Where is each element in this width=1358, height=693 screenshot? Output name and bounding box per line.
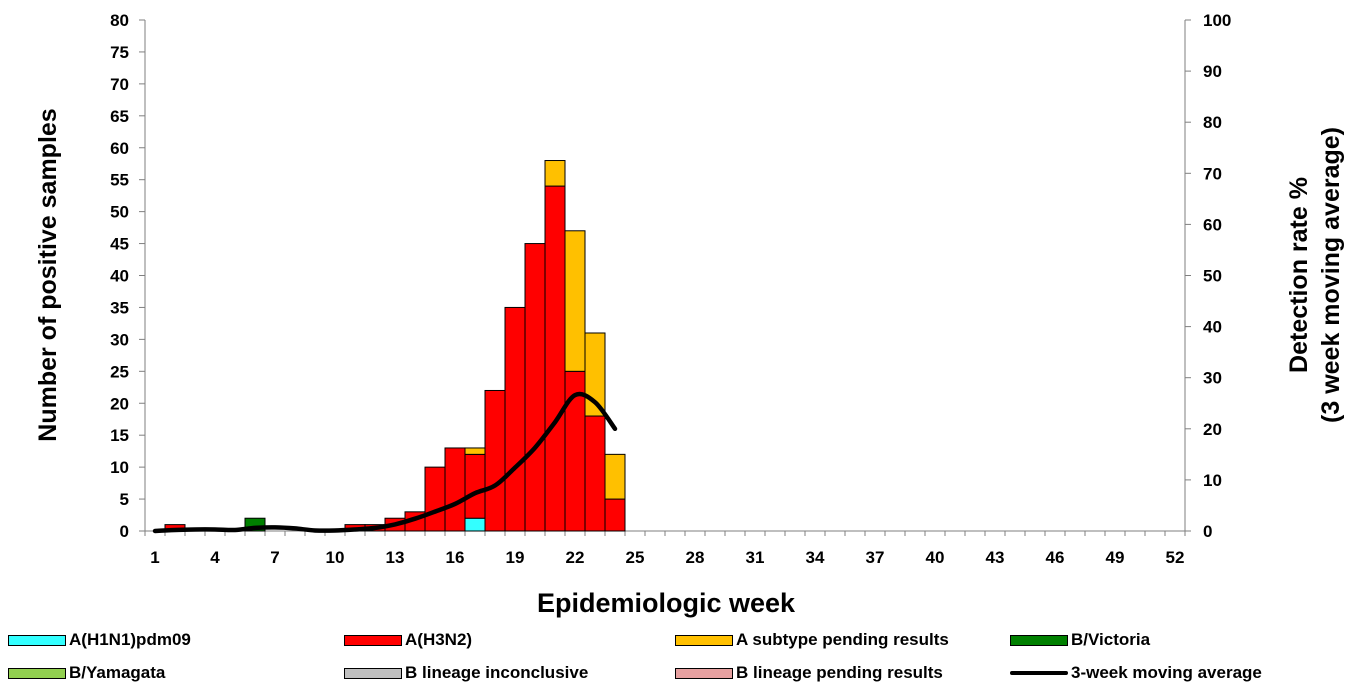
legend-label: B/Victoria — [1071, 630, 1151, 649]
y2-tick-label: 60 — [1203, 215, 1222, 234]
bar-segment — [564, 230, 586, 372]
bar-segment — [464, 453, 486, 519]
y-tick-label: 70 — [110, 75, 129, 94]
bar-segment — [504, 306, 526, 532]
bar-segment — [444, 447, 466, 532]
y-tick-label: 80 — [110, 11, 129, 30]
x-tick-label: 1 — [150, 548, 159, 567]
y-tick-label: 15 — [110, 426, 129, 445]
y-tick-label: 20 — [110, 394, 129, 413]
bar-segment — [464, 447, 486, 455]
bar-segment — [484, 389, 506, 532]
legend-swatch — [344, 667, 402, 679]
legend-item: A(H3N2) — [344, 625, 472, 655]
legend-label: 3-week moving average — [1071, 663, 1262, 682]
bar-segment — [524, 243, 546, 532]
y2-axis-title-line1: Detection rate % — [1285, 177, 1313, 373]
legend-swatch — [8, 667, 66, 679]
x-tick-label: 16 — [446, 548, 465, 567]
y-tick-label: 5 — [120, 490, 129, 509]
y-tick-label: 40 — [110, 267, 129, 286]
legend-item: B lineage pending results — [675, 658, 943, 688]
y2-tick-label: 40 — [1203, 318, 1222, 337]
y2-tick-label: 30 — [1203, 369, 1222, 388]
x-tick-label: 37 — [866, 548, 885, 567]
chart: 0 5 10 15 20 25 30 35 40 45 50 55 60 65 70 75 80 0 10 20 30 4… — [34, 11, 1345, 618]
legend-swatch — [675, 667, 733, 679]
y2-axis-title-line2: (3 week moving average) — [1317, 127, 1345, 423]
bar-segment — [604, 453, 626, 500]
x-tick-label: 22 — [566, 548, 585, 567]
legend-line-swatch — [1010, 671, 1068, 675]
legend-label: B lineage inconclusive — [405, 663, 589, 682]
legend-item: B lineage inconclusive — [344, 658, 588, 688]
y2-tick-label: 50 — [1203, 267, 1222, 286]
bar-segment — [464, 517, 486, 532]
x-tick-label: 43 — [986, 548, 1005, 567]
bar-segment — [544, 185, 566, 532]
legend-item: B/Victoria — [1010, 625, 1150, 655]
y-axis-title: Number of positive samples — [34, 108, 62, 441]
x-tick-label: 4 — [210, 548, 220, 567]
bar-segment — [584, 415, 606, 532]
legend-swatch — [1010, 634, 1068, 646]
legend-swatch — [675, 634, 733, 646]
y-tick-label: 60 — [110, 139, 129, 158]
legend-item: A subtype pending results — [675, 625, 949, 655]
x-tick-label: 7 — [270, 548, 279, 567]
legend: A(H1N1)pdm09 A(H3N2) A subtype pending res… — [0, 620, 1358, 693]
y-tick-label: 30 — [110, 330, 129, 349]
bar-segment — [584, 332, 606, 417]
x-tick-label: 10 — [326, 548, 345, 567]
legend-label: A subtype pending results — [736, 630, 949, 649]
x-tick-label: 28 — [686, 548, 705, 567]
y2-tick-label: 100 — [1203, 11, 1231, 30]
y-tick-label: 55 — [110, 171, 129, 190]
legend-label: B lineage pending results — [736, 663, 943, 682]
bar-segment — [544, 160, 566, 187]
moving-average-line — [152, 391, 618, 534]
y2-tick-label: 90 — [1203, 62, 1222, 81]
y-tick-label: 10 — [110, 458, 129, 477]
y2-tick-label: 80 — [1203, 113, 1222, 132]
bar-segment — [424, 466, 446, 532]
y-tick-label: 50 — [110, 203, 129, 222]
x-axis-title: Epidemiologic week — [537, 588, 796, 618]
y-tick-label: 25 — [110, 362, 129, 381]
x-tick-label: 52 — [1166, 548, 1185, 567]
x-tick-label: 19 — [506, 548, 525, 567]
legend-item: B/Yamagata — [8, 658, 165, 688]
x-tick-label: 25 — [626, 548, 645, 567]
legend-swatch — [344, 634, 402, 646]
legend-swatch — [8, 634, 66, 646]
bar-segment — [604, 498, 626, 532]
x-tick-label: 49 — [1106, 548, 1125, 567]
legend-label: B/Yamagata — [69, 663, 166, 682]
x-tick-label: 46 — [1046, 548, 1065, 567]
y-tick-label: 75 — [110, 43, 129, 62]
x-tick-label: 34 — [806, 548, 825, 567]
x-tick-label: 13 — [386, 548, 405, 567]
y2-tick-label: 20 — [1203, 420, 1222, 439]
x-tick-label: 31 — [746, 548, 765, 567]
x-tick-label: 40 — [926, 548, 945, 567]
legend-label: A(H1N1)pdm09 — [69, 630, 191, 649]
y-tick-label: 45 — [110, 235, 129, 254]
legend-item: 3-week moving average — [1010, 658, 1262, 688]
y2-tick-label: 0 — [1203, 522, 1212, 541]
legend-item: A(H1N1)pdm09 — [8, 625, 191, 655]
y2-tick-label: 10 — [1203, 471, 1222, 490]
legend-label: A(H3N2) — [405, 630, 473, 649]
y2-tick-label: 70 — [1203, 164, 1222, 183]
y-tick-label: 0 — [120, 522, 129, 541]
y-tick-label: 35 — [110, 298, 129, 317]
y-tick-label: 65 — [110, 107, 129, 126]
